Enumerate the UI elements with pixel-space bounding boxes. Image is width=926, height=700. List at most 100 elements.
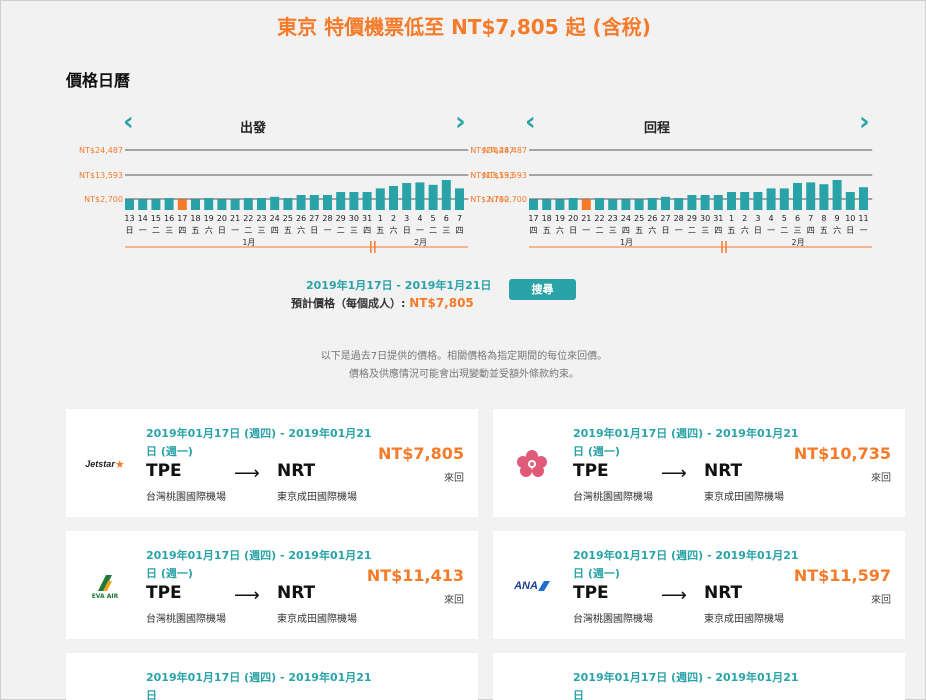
month-label-jan: 1月 [242,238,255,247]
day-number: 15 [151,214,161,223]
month-label-feb: 2月 [792,238,805,247]
price-bar-20 [217,199,227,210]
price-bar-31 [713,195,723,210]
price-bar-2 [740,192,750,210]
price-bar-15 [151,199,161,210]
fare-dates: 2019年01月17日 (週四) - 2019年01月21日 [146,671,372,700]
day-weekday: 六 [741,225,749,235]
price-bar-29 [336,192,346,210]
ana-logo-icon: ANA [503,571,561,601]
day-weekday: 四 [271,226,279,235]
price-bar-19 [204,198,214,210]
origin-airport: 台灣桃園國際機場 [146,614,226,625]
price-bar-7 [806,182,816,210]
destination-airport: 東京成田國際機場 [277,614,357,625]
month-label-feb: 2月 [414,238,427,247]
price-bar-24 [621,199,631,210]
day-weekday: 六 [390,225,398,235]
trip-type: 來回 [444,595,464,606]
selected-date-range: 2019年1月17日 - 2019年1月21日 [306,279,492,292]
origin-airport: 台灣桃園國際機場 [573,614,653,625]
day-number: 6 [795,214,800,223]
price-bar-1 [375,188,385,210]
fare-card-jetstar[interactable]: Jetstar ★ 2019年01月17日 (週四) - 2019年01月21日 … [66,409,478,517]
day-weekday: 一 [416,226,424,235]
day-number: 29 [687,214,697,223]
day-weekday: 二 [596,226,604,235]
day-number: 16 [164,214,174,223]
price-bar-3 [753,192,763,210]
price-bar-20 [568,198,578,210]
day-number: 28 [322,214,332,223]
day-number: 2 [391,214,396,223]
outbound-prev-chevron-icon[interactable]: ‹ [123,107,134,137]
day-weekday: 五 [543,226,551,235]
day-number: 6 [444,214,449,223]
arrow-right-icon: ⟶ [661,585,687,606]
eva-air-logo-icon: EVA AIR [76,571,134,601]
day-weekday: 四 [622,226,630,235]
day-weekday: 一 [231,226,239,235]
price-bar-8 [819,184,829,210]
price-bar-11 [859,187,868,210]
day-number: 24 [270,214,280,223]
day-weekday: 日 [126,226,134,235]
price-bar-5 [779,188,789,210]
fare-card-eva-air[interactable]: EVA AIR 2019年01月17日 (週四) - 2019年01月21日 (… [66,531,478,639]
day-weekday: 日 [403,226,411,235]
trip-type: 來回 [444,473,464,484]
outbound-label: 出發 [239,121,266,136]
day-weekday: 四 [807,226,815,235]
price-bar-6 [441,180,451,210]
fare-card-china-airlines[interactable]: 2019年01月17日 (週四) - 2019年01月21日 (週一) TPE … [493,409,905,517]
price-bar-4 [415,182,425,210]
day-number: 30 [349,214,359,223]
day-weekday: 五 [728,226,736,235]
price-bar-21 [581,199,591,210]
destination-airport: 東京成田國際機場 [704,492,784,503]
day-weekday: 日 [310,226,318,235]
price-bar-13 [125,199,134,210]
estimated-price: 預計價格（每個成人）: NT$7,805 [291,295,474,311]
day-number: 5 [782,214,787,223]
origin-code: TPE [573,583,609,603]
day-weekday: 六 [648,225,656,235]
fare-card-ana[interactable]: ANA 2019年01月17日 (週四) - 2019年01月21日 (週一) … [493,531,905,639]
origin-airport: 台灣桃園國際機場 [573,492,653,503]
fare-card-partial[interactable]: 2019年01月17日 (週四) - 2019年01月21日 [493,653,905,700]
route: TPE ⟶ NRT [573,583,873,606]
day-number: 21 [581,214,591,223]
search-button[interactable]: 搜尋 [509,279,576,300]
price-bar-18 [542,199,552,210]
return-prev-chevron-icon[interactable]: ‹ [525,107,536,137]
price-bar-14 [138,199,148,210]
origin-code: TPE [146,461,182,481]
price-bar-19 [555,199,565,210]
price-bar-28 [674,198,684,210]
day-number: 2 [742,214,747,223]
fare-price: NT$10,735 [793,444,891,463]
price-level-label: NT$24,487 [470,146,514,155]
day-number: 18 [542,214,552,223]
return-price-chart: NT$24,487NT$13,593NT$2,70017四18五19六20日21… [483,146,873,253]
day-weekday: 三 [609,226,617,235]
day-weekday: 日 [846,226,854,235]
outbound-next-chevron-icon[interactable]: › [455,107,466,137]
day-number: 8 [821,214,826,223]
day-weekday: 二 [688,226,696,235]
arrow-right-icon: ⟶ [661,463,687,484]
notice-line-2: 價格及供應情況可能會出現變動並受額外條款約束。 [349,369,579,380]
day-number: 26 [647,214,657,223]
price-bar-23 [257,198,266,210]
price-bar-27 [661,196,670,210]
day-number: 10 [845,214,855,223]
price-bar-17 [177,199,187,210]
day-weekday: 一 [324,226,332,235]
fare-card-partial[interactable]: 2019年01月17日 (週四) - 2019年01月21日 [66,653,478,700]
price-level-label: NT$2,700 [488,195,527,204]
day-weekday: 四 [178,226,186,235]
day-weekday: 五 [820,226,828,235]
day-number: 19 [204,214,214,223]
day-weekday: 三 [442,226,450,235]
return-next-chevron-icon[interactable]: › [859,107,870,137]
